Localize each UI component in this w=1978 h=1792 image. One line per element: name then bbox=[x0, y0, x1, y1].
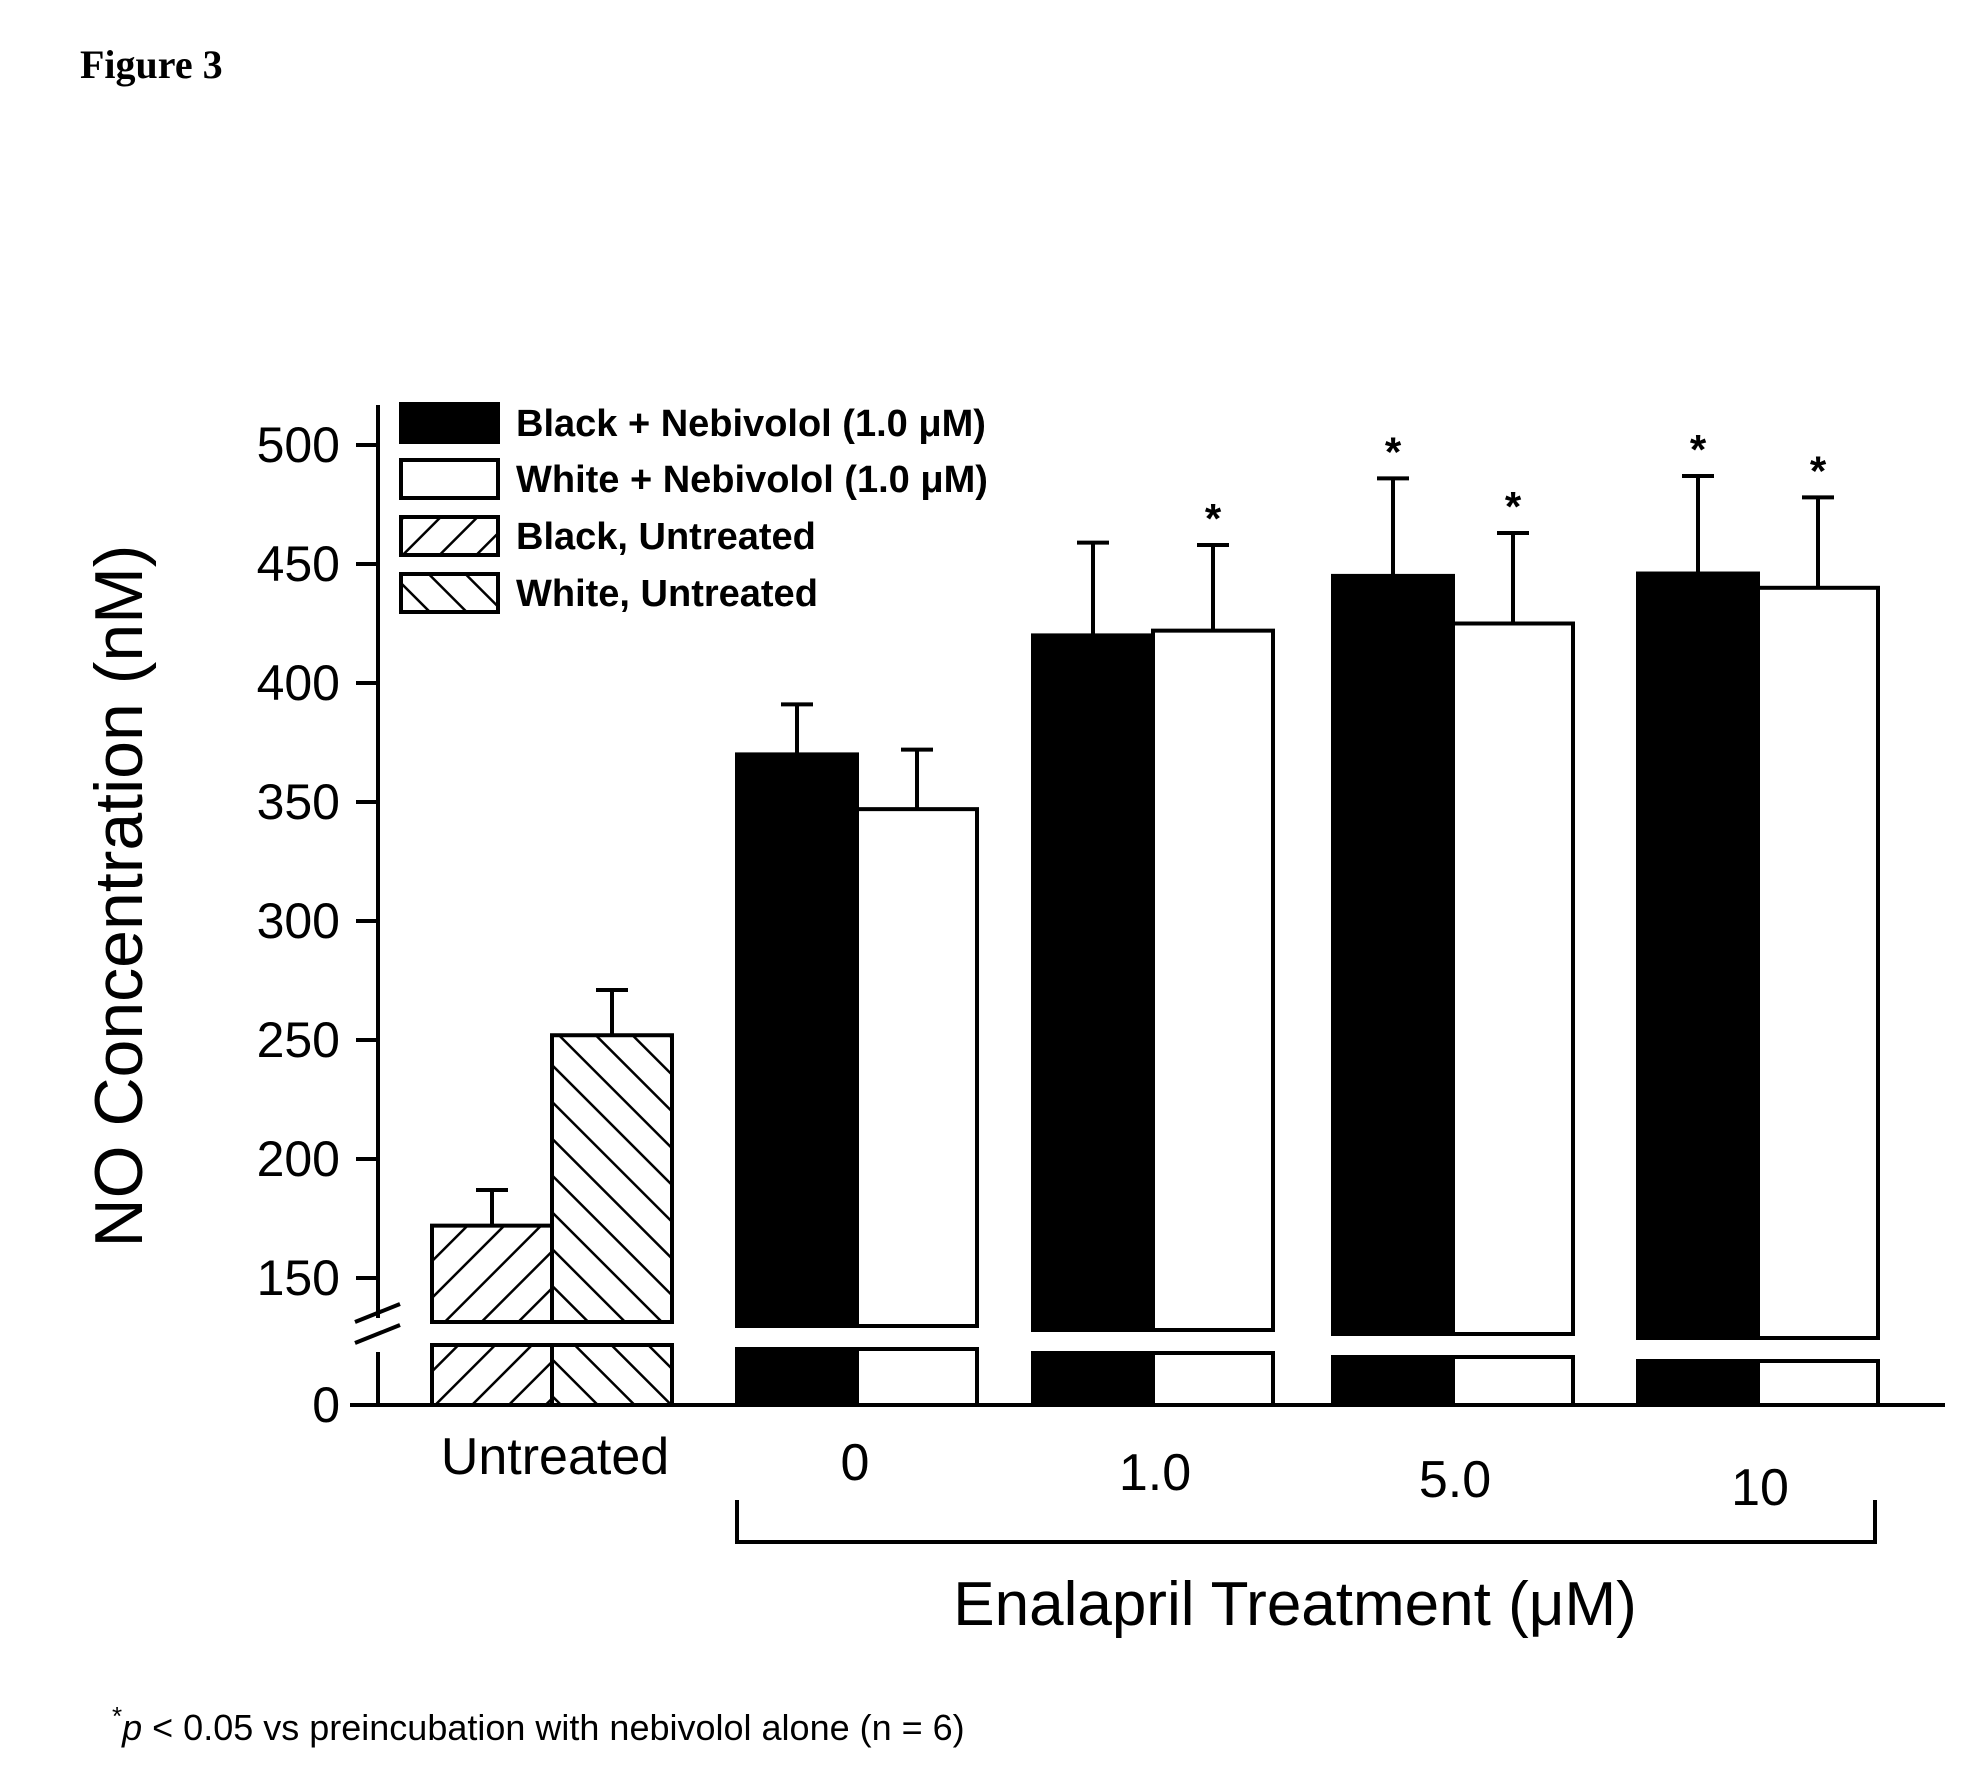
footnote-star: * bbox=[112, 1701, 122, 1731]
y-axis-label: NO Concentration (nM) bbox=[81, 545, 157, 1248]
significance-marker: * bbox=[1810, 447, 1827, 494]
legend-entry: Black + Nebivolol (1.0 μM) bbox=[516, 403, 986, 445]
y-tick-label: 250 bbox=[257, 1012, 340, 1068]
bar-upper bbox=[1033, 635, 1153, 1330]
bar-lower bbox=[1758, 1361, 1878, 1405]
y-tick-label: 200 bbox=[257, 1131, 340, 1187]
significance-marker: * bbox=[1505, 483, 1522, 530]
bar-upper bbox=[552, 1035, 672, 1322]
bar-lower bbox=[432, 1345, 552, 1405]
bar-lower bbox=[1453, 1357, 1573, 1405]
legend-entry: White + Nebivolol (1.0 μM) bbox=[516, 459, 988, 501]
legend-swatch bbox=[401, 460, 498, 498]
legend-swatch bbox=[401, 574, 498, 612]
bar-upper bbox=[1333, 576, 1453, 1334]
bar-lower bbox=[1333, 1357, 1453, 1405]
y-tick-label: 450 bbox=[257, 536, 340, 592]
figure-label: Figure 3 bbox=[80, 42, 223, 87]
bar-upper bbox=[1758, 588, 1878, 1338]
x-category-label: 1.0 bbox=[1119, 1444, 1191, 1502]
enalapril-bracket bbox=[737, 1500, 1875, 1542]
legend-entry: White, Untreated bbox=[516, 573, 818, 615]
y-tick-label: 0 bbox=[312, 1377, 340, 1433]
bar-upper bbox=[1453, 624, 1573, 1335]
bar-upper bbox=[1153, 631, 1273, 1330]
bar-upper bbox=[857, 809, 977, 1326]
bar-lower bbox=[1153, 1353, 1273, 1405]
x-category-label: Untreated bbox=[441, 1428, 669, 1486]
significance-marker: * bbox=[1385, 428, 1402, 475]
x-axis-label: Enalapril Treatment (μM) bbox=[953, 1570, 1636, 1639]
footnote: *p < 0.05 vs preincubation with nebivolo… bbox=[112, 1701, 965, 1748]
axis-break-mark-lower bbox=[355, 1325, 400, 1343]
x-category-label: 0 bbox=[841, 1434, 870, 1492]
significance-marker: * bbox=[1205, 495, 1222, 542]
x-category-label: 5.0 bbox=[1419, 1451, 1491, 1509]
bar-lower bbox=[737, 1349, 857, 1405]
bar-upper bbox=[1638, 574, 1758, 1338]
legend: Black + Nebivolol (1.0 μM) White + Nebivo… bbox=[401, 403, 988, 615]
legend-swatch bbox=[401, 404, 498, 442]
x-category-label: 10 bbox=[1731, 1459, 1789, 1517]
y-tick-label: 300 bbox=[257, 893, 340, 949]
bar-lower bbox=[857, 1349, 977, 1405]
legend-entry: Black, Untreated bbox=[516, 516, 816, 558]
footnote-p: p bbox=[121, 1707, 142, 1748]
y-tick-label: 400 bbox=[257, 655, 340, 711]
bar-lower bbox=[1033, 1353, 1153, 1405]
footnote-text: < 0.05 vs preincubation with nebivolol a… bbox=[142, 1707, 965, 1748]
bar-upper bbox=[737, 754, 857, 1326]
legend-swatch bbox=[401, 517, 498, 555]
y-tick-label: 500 bbox=[257, 417, 340, 473]
y-tick-label: 150 bbox=[257, 1250, 340, 1306]
bar-lower bbox=[1638, 1361, 1758, 1405]
y-tick-label: 350 bbox=[257, 774, 340, 830]
significance-marker: * bbox=[1690, 426, 1707, 473]
bar-upper bbox=[432, 1226, 552, 1322]
bar-lower bbox=[552, 1345, 672, 1405]
